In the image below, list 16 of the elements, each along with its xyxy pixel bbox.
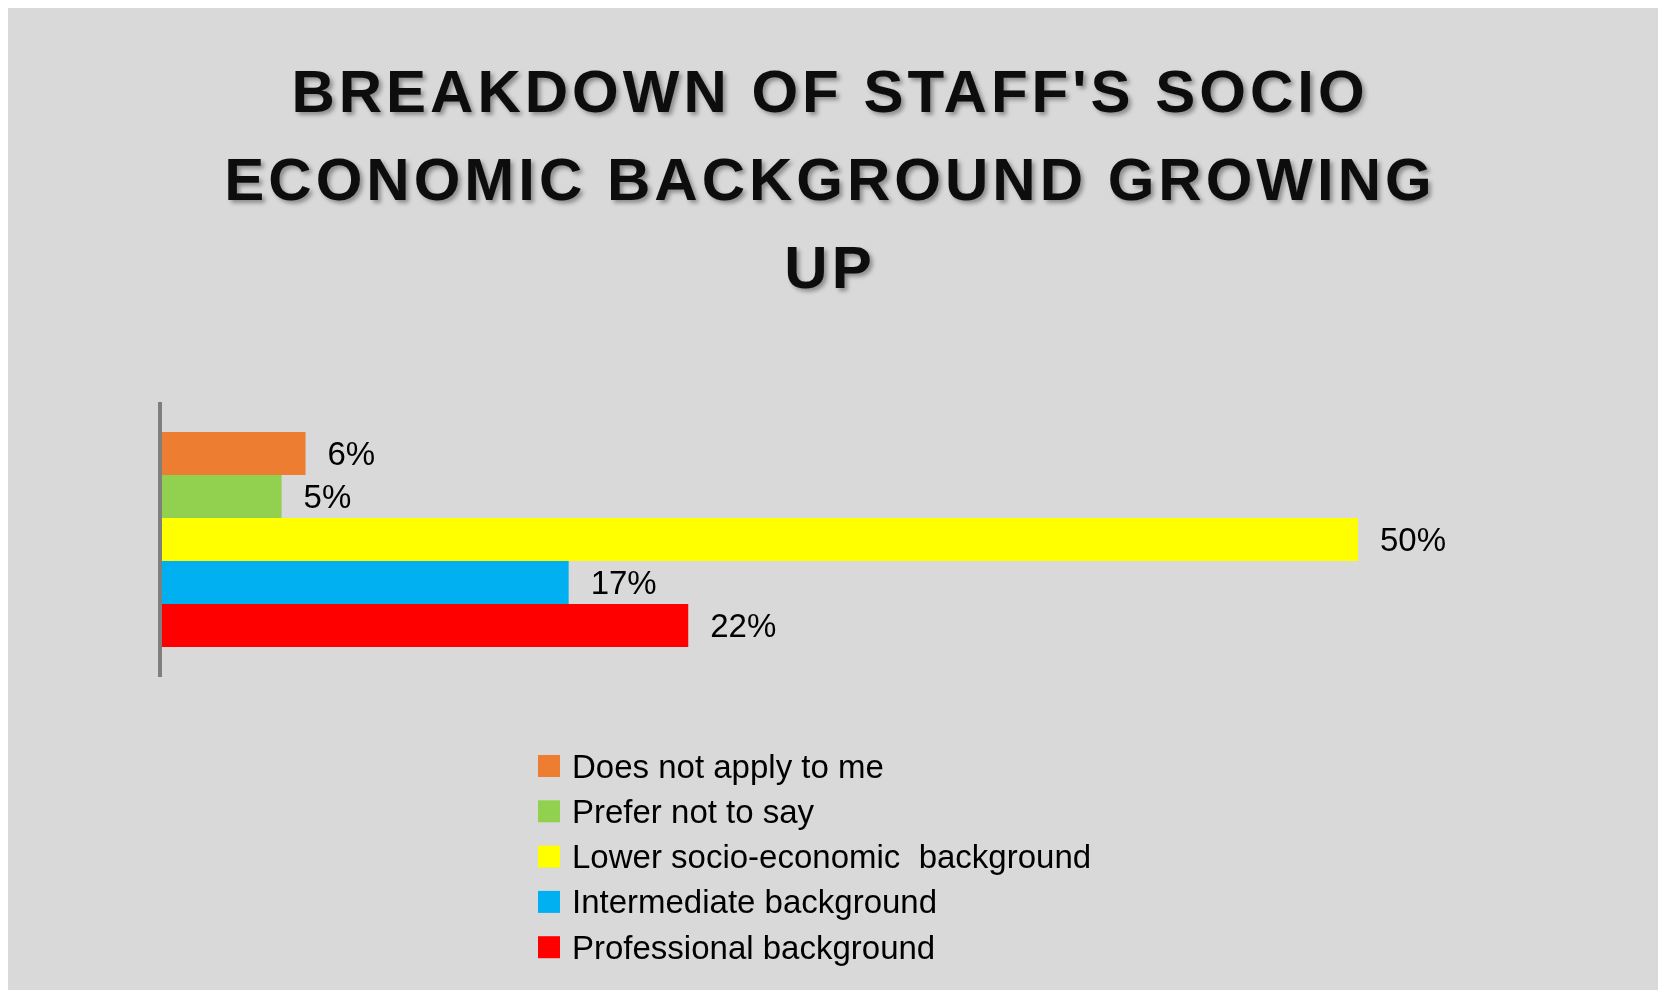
legend-label: Professional background (572, 928, 936, 966)
legend-label: Does not apply to me (572, 747, 884, 785)
data-label: 50% (1380, 521, 1447, 559)
bar (162, 475, 282, 518)
data-label: 17% (590, 564, 657, 602)
chart-title: BREAKDOWN OF STAFF'S SOCIO ECONOMIC BACKGROUND GROWING UP (224, 58, 1436, 301)
bar (162, 604, 689, 647)
bar (162, 432, 306, 475)
legend-label: Prefer not to say (572, 792, 815, 830)
bar (162, 561, 569, 604)
data-label: 5% (303, 478, 352, 516)
legend-label: Lower socio-economic background (572, 838, 1092, 876)
data-label: 22% (710, 607, 777, 645)
bar (162, 518, 1358, 561)
legend-label: Intermediate background (572, 883, 938, 921)
data-label: 6% (327, 435, 376, 473)
